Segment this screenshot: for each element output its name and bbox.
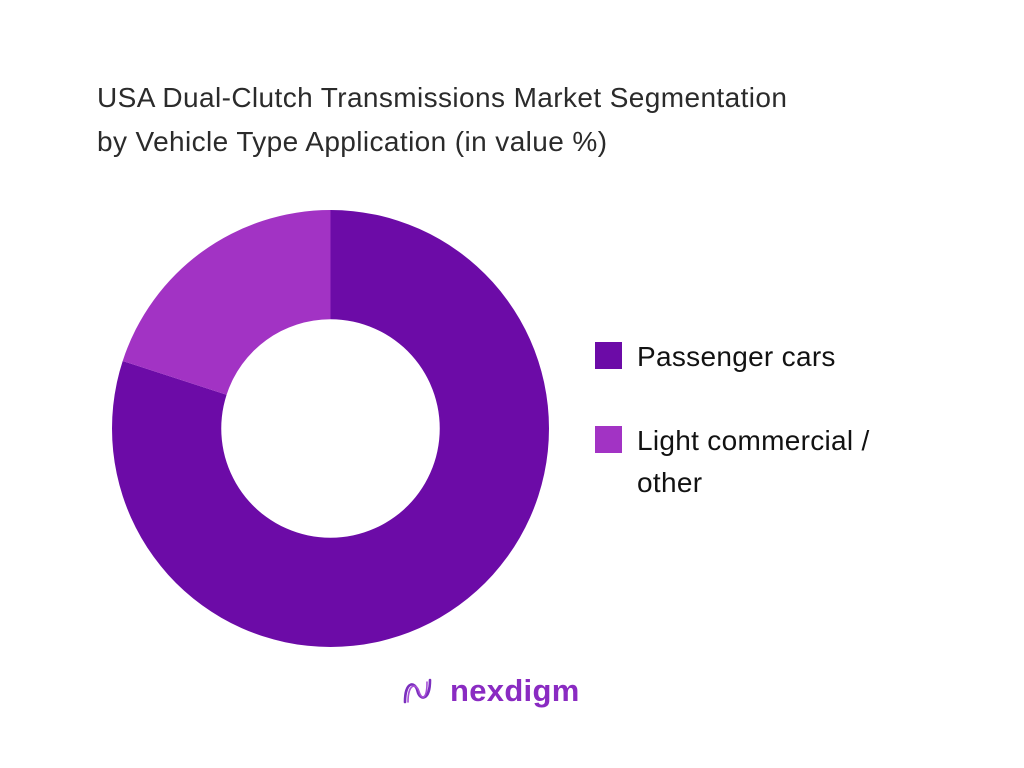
legend-swatch — [595, 342, 622, 369]
legend-label: Light commercial / other — [637, 425, 870, 498]
nexdigm-logo-text: nexdigm — [450, 673, 580, 708]
donut-slice-light-commercial-other — [122, 210, 331, 395]
chart-legend: Passenger cars Light commercial / other — [595, 336, 870, 504]
donut-chart — [112, 210, 549, 647]
legend-item-passenger-cars: Passenger cars — [595, 336, 870, 378]
chart-title-line-1: USA Dual-Clutch Transmissions Market Seg… — [97, 82, 788, 113]
nexdigm-logo-icon — [403, 678, 432, 704]
donut-chart-container — [112, 210, 549, 647]
legend-label: Passenger cars — [637, 341, 836, 372]
legend-swatch — [595, 426, 622, 453]
chart-title-line-2: by Vehicle Type Application (in value %) — [97, 126, 608, 157]
nexdigm-logo: nexdigm — [396, 668, 580, 714]
legend-item-light-commercial-other: Light commercial / other — [595, 420, 870, 504]
chart-title: USA Dual-Clutch Transmissions Market Seg… — [97, 76, 997, 164]
donut-slice-passenger-cars — [112, 210, 549, 647]
